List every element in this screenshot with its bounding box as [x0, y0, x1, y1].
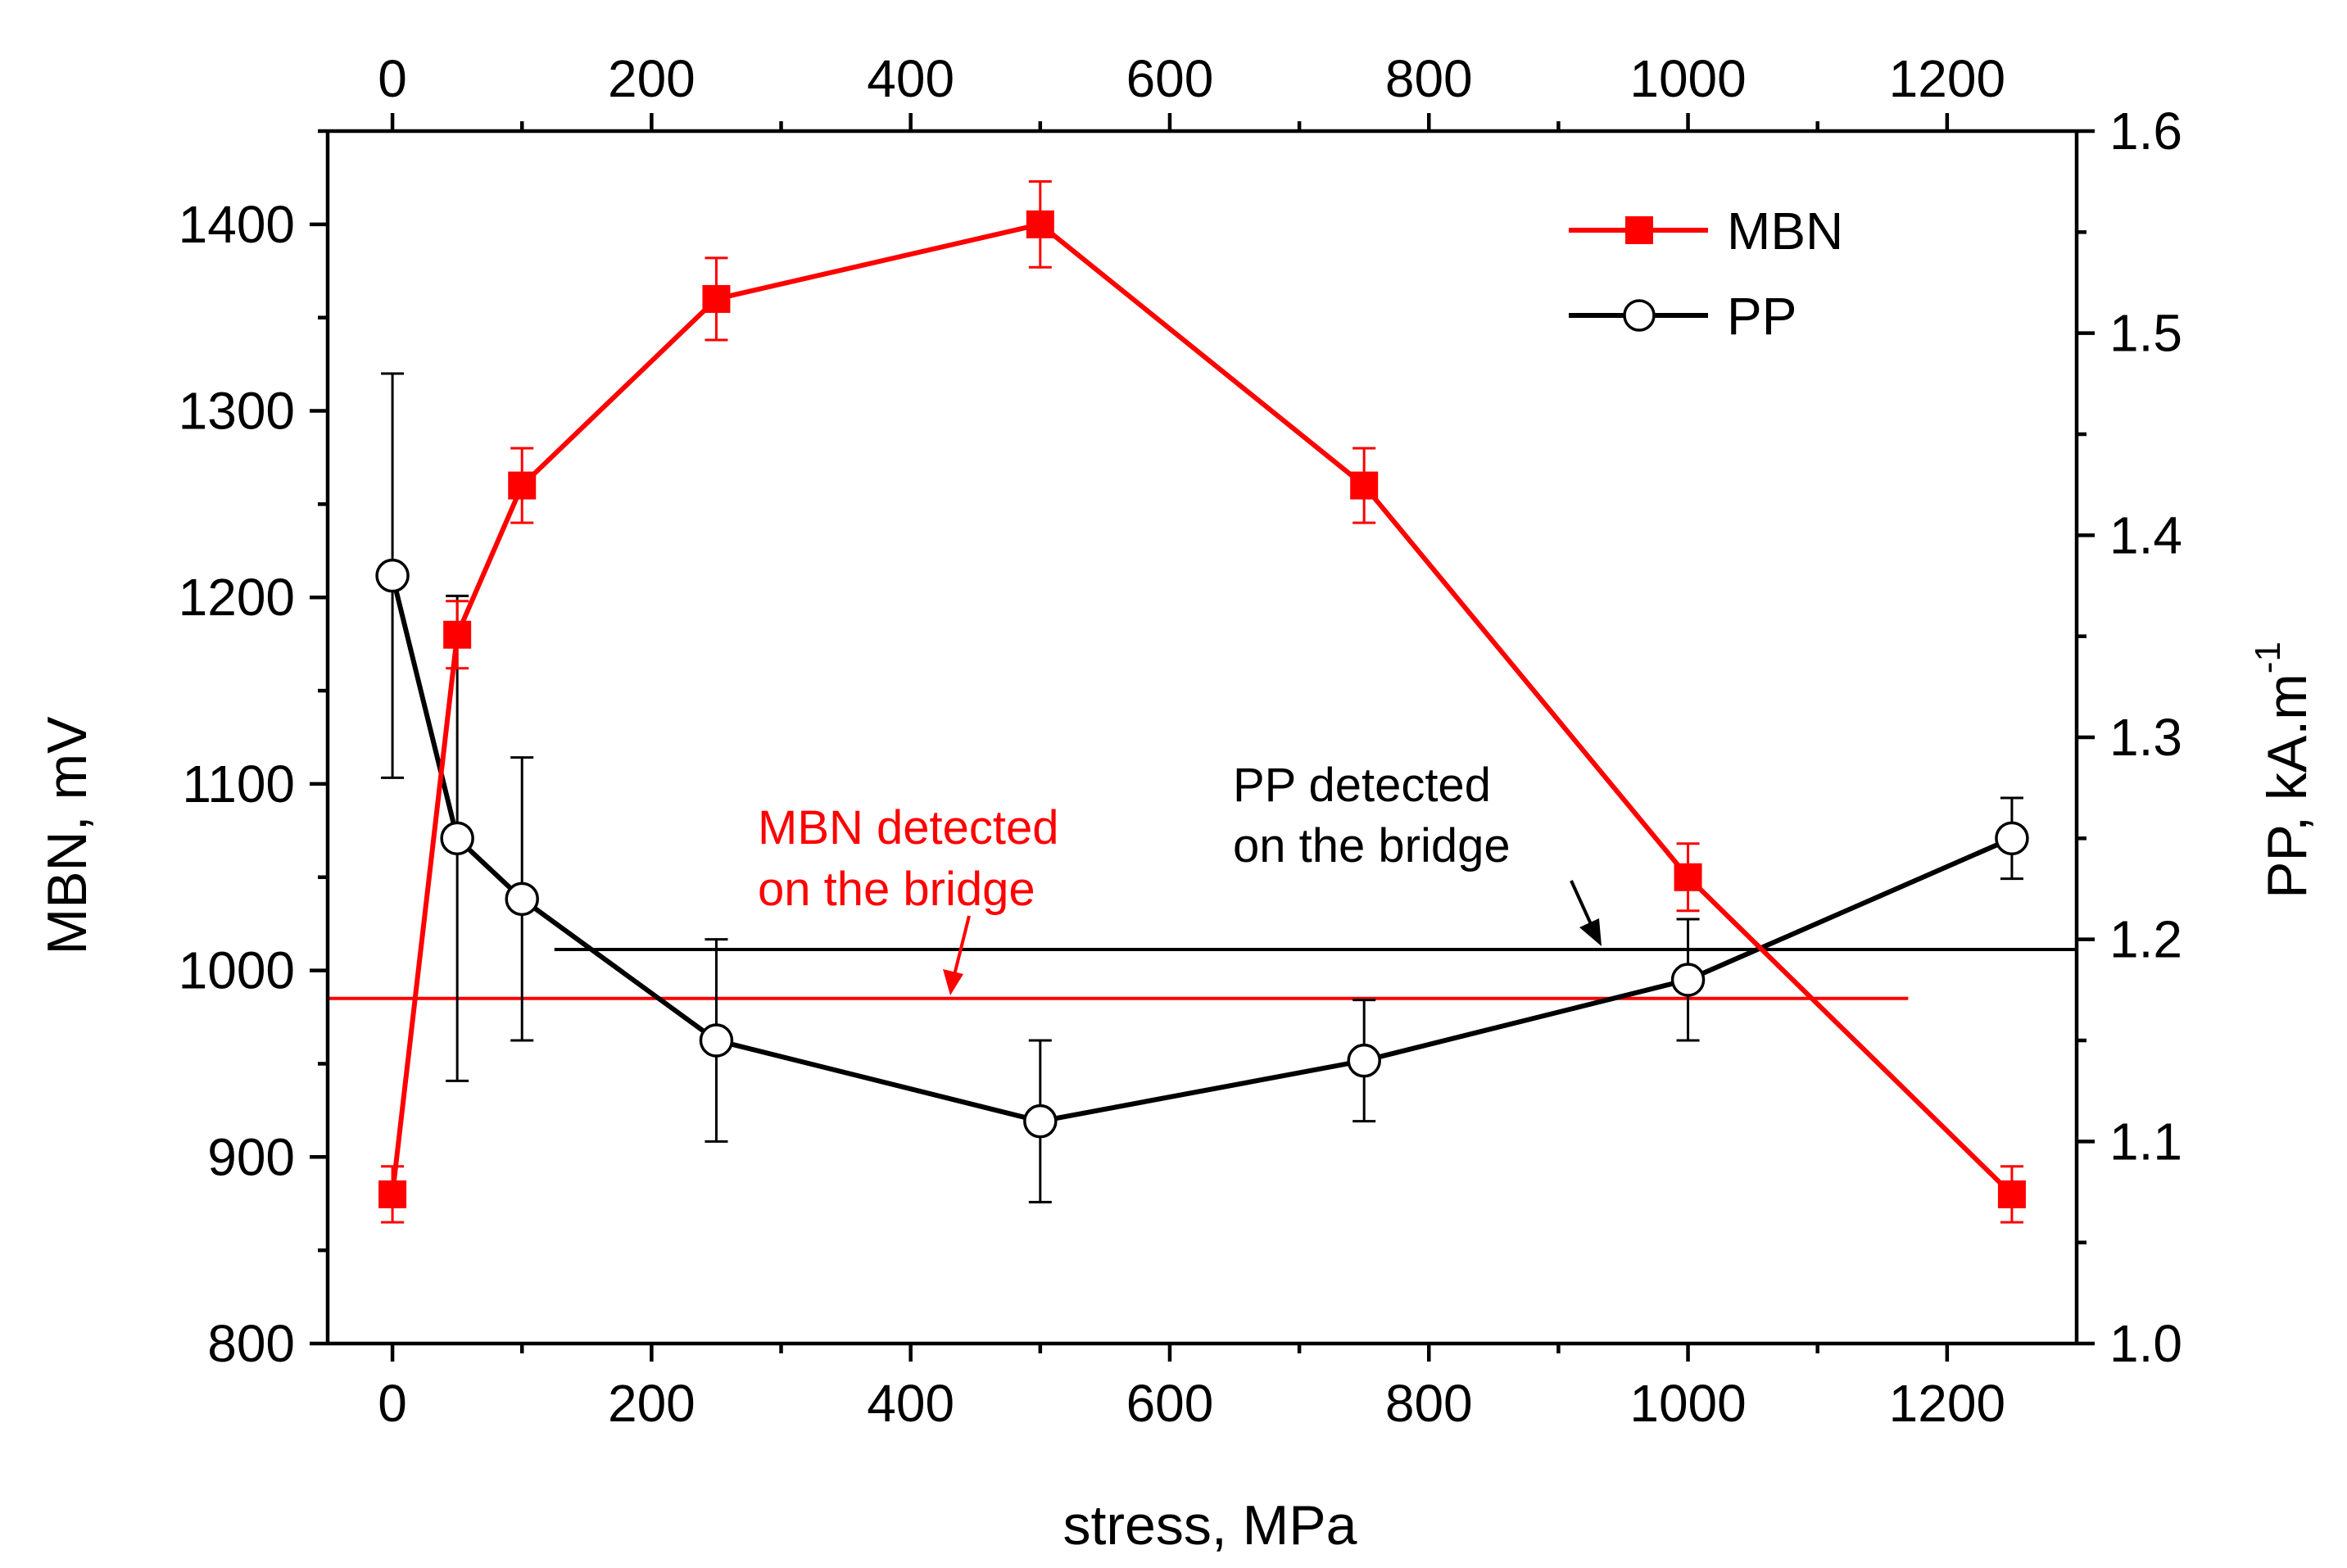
y-left-tick-label: 1300 [179, 382, 295, 441]
y-left-tick-label: 1200 [179, 568, 295, 627]
mbn-point [1674, 863, 1702, 891]
annotation-mbn-arrow-shaft [953, 915, 971, 976]
annotation-mbn-line1: MBN detected [758, 801, 1059, 854]
mbn-point [1997, 1180, 2026, 1208]
y-right-tick-label: 1.0 [2109, 1314, 2182, 1373]
series-group [375, 179, 2029, 1224]
pp-point [440, 821, 474, 856]
x-tick-label-top: 800 [1385, 49, 1473, 108]
y-right-tick-label: 1.2 [2109, 910, 2182, 969]
y-left-tick-label: 900 [207, 1127, 295, 1186]
pp-point [505, 881, 539, 917]
legend-pp-label: PP [1727, 287, 1796, 346]
x-tick-label-top: 600 [1126, 49, 1214, 108]
y-left-tick-label: 1000 [179, 941, 295, 1000]
ticks: 0 0 200 200 400 400 600 600 800 800 1000 1000 1200 12… [179, 49, 2182, 1433]
x-tick-label-bottom: 400 [867, 1374, 954, 1433]
legend-mbn-marker [1625, 216, 1653, 244]
mbn-series-line [390, 221, 2014, 1196]
x-tick-label-top: 0 [378, 49, 407, 108]
y-right-axis-title: PP, kA.m-1 [2248, 641, 2318, 899]
annotation-pp-line2: on the bridge [1233, 819, 1511, 872]
axes [325, 129, 2079, 1346]
y-left-axis-title: MBN, mV [36, 716, 98, 955]
annotation-pp-arrow-shaft [1570, 880, 1593, 925]
y-left-tick-label: 800 [207, 1314, 295, 1373]
y-right-tick-label: 1.3 [2109, 708, 2182, 767]
legend: MBN PP [1569, 202, 1843, 346]
legend-pp-marker [1623, 299, 1656, 332]
mbn-point [508, 471, 537, 500]
pp-point [699, 1023, 734, 1058]
y-right-tick-label: 1.5 [2109, 304, 2182, 363]
y-right-tick-label: 1.6 [2109, 102, 2182, 161]
mbn-point [702, 284, 731, 313]
legend-mbn-label: MBN [1727, 202, 1843, 261]
pp-point [1023, 1103, 1058, 1139]
y-right-tick-label: 1.4 [2109, 505, 2182, 564]
y-right-axis-title-superscript: -1 [2248, 641, 2288, 673]
pp-point [1347, 1043, 1381, 1078]
y-right-axis-title-main: PP, kA.m [2256, 673, 2318, 899]
pp-point [1670, 963, 1706, 997]
annotation-pp-line1: PP detected [1233, 759, 1491, 812]
reference-lines [328, 948, 2077, 1000]
mbn-point [378, 1180, 407, 1208]
mbn-point [1350, 471, 1379, 500]
x-tick-label-bottom: 600 [1126, 1374, 1214, 1433]
x-tick-label-bottom: 800 [1385, 1374, 1473, 1433]
pp-point [375, 558, 410, 593]
x-tick-label-bottom: 200 [608, 1374, 695, 1433]
x-axis-title: stress, MPa [1063, 1494, 1357, 1557]
x-tick-label-top: 200 [608, 49, 695, 108]
pp-series-line [390, 574, 2014, 1124]
y-left-tick-label: 1100 [182, 755, 295, 813]
x-tick-label-bottom: 0 [378, 1374, 407, 1433]
x-tick-label-top: 1200 [1889, 49, 2005, 108]
x-tick-label-bottom: 1000 [1629, 1374, 1746, 1433]
x-tick-label-top: 400 [867, 49, 954, 108]
x-tick-label-top: 1000 [1629, 49, 1746, 108]
mbn-point [443, 620, 472, 649]
pp-point [1995, 821, 2029, 856]
x-tick-label-bottom: 1200 [1889, 1374, 2005, 1433]
annotation-mbn-arrow-head [943, 969, 963, 995]
mbn-point [1026, 210, 1054, 238]
annotation-mbn-line2: on the bridge [758, 863, 1035, 916]
annotation-pp-arrow-head [1579, 918, 1602, 946]
y-right-tick-label: 1.1 [2109, 1112, 2182, 1171]
y-left-tick-label: 1400 [179, 195, 295, 254]
